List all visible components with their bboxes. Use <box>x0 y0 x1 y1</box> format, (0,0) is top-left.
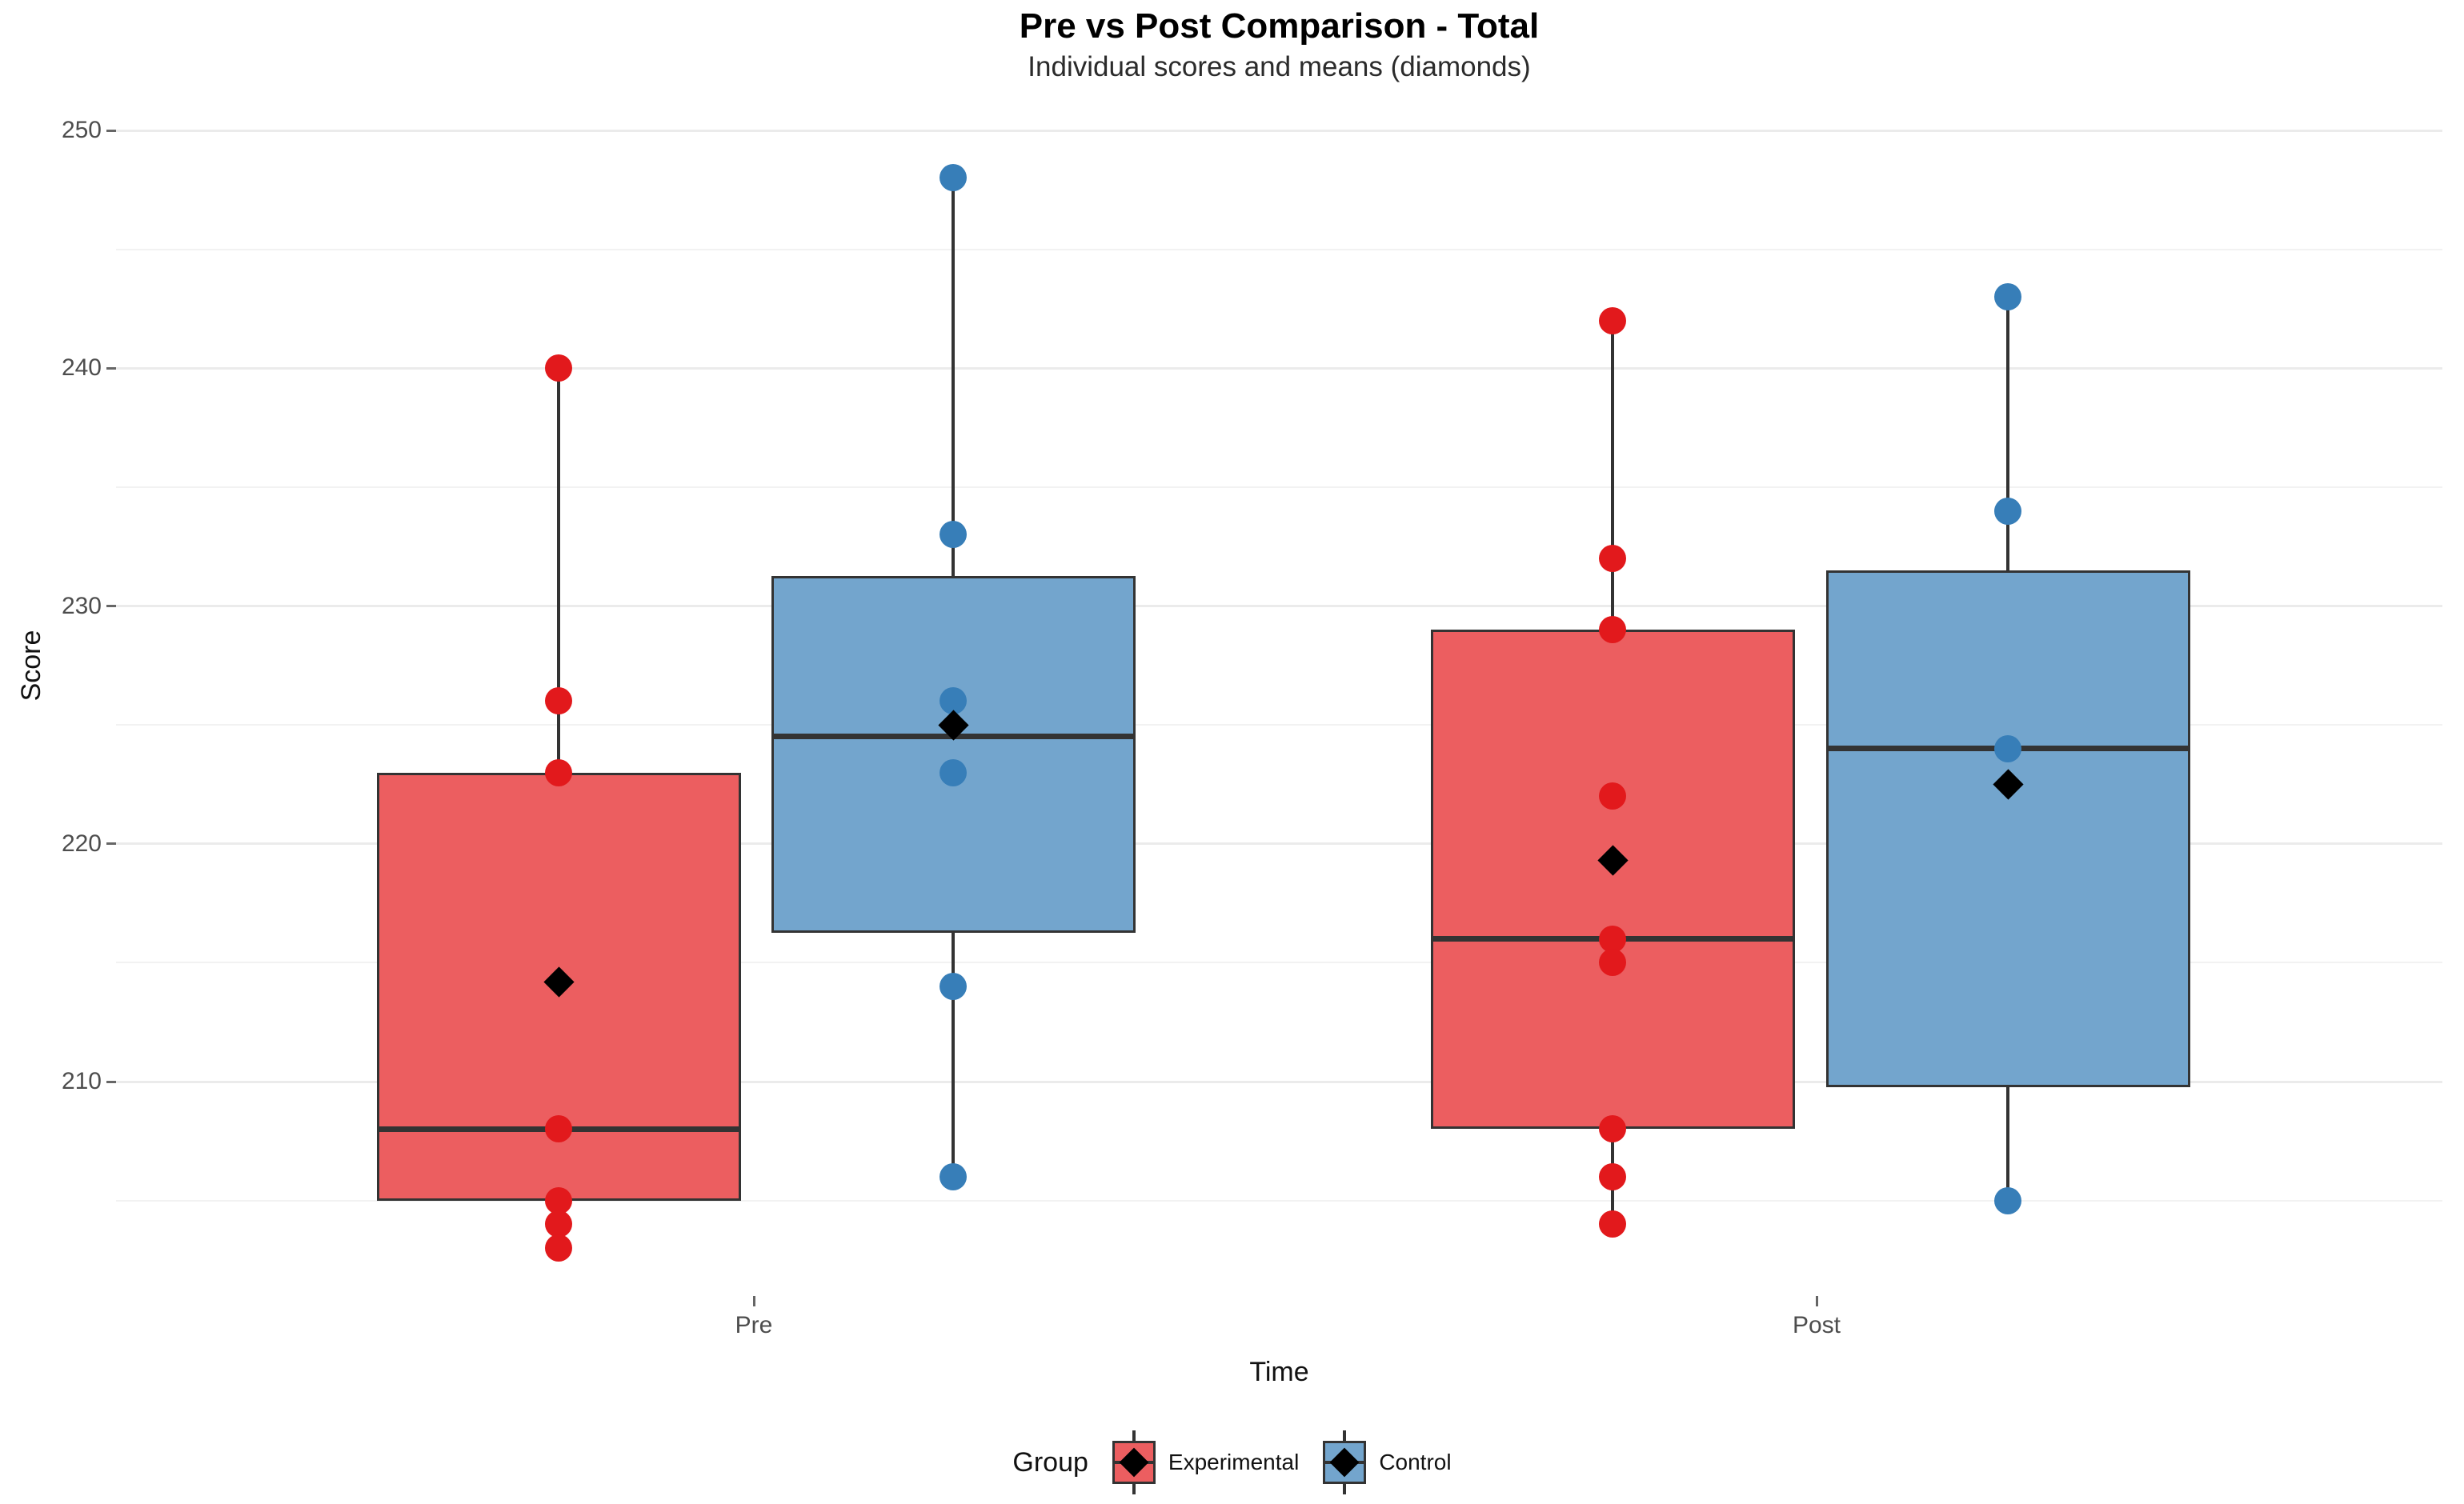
gridline-major-220 <box>116 842 2442 846</box>
y-tick-mark-250 <box>106 129 116 132</box>
point-post-experimental-3 <box>1599 782 1626 810</box>
legend-key-experimental <box>1112 1430 1156 1494</box>
gridline-minor-235 <box>116 486 2442 488</box>
gridline-minor-245 <box>116 248 2442 250</box>
x-tick-label-post: Post <box>1792 1312 1841 1338</box>
x-tick-label-pre: Pre <box>735 1312 773 1338</box>
box-post-experimental <box>1430 630 1795 1130</box>
point-post-experimental-8 <box>1599 1210 1626 1238</box>
y-tick-mark-230 <box>106 605 116 607</box>
gridline-major-250 <box>116 129 2442 132</box>
plot-panel <box>116 119 2442 1296</box>
point-post-experimental-0 <box>1599 306 1626 334</box>
x-axis-title: Time <box>1249 1357 1309 1387</box>
whisker-upper-post-experimental <box>1611 320 1614 630</box>
x-tick-mark-pre <box>752 1296 755 1306</box>
point-pre-experimental-1 <box>545 687 572 715</box>
point-pre-experimental-6 <box>545 1234 572 1262</box>
point-pre-control-0 <box>940 164 967 192</box>
y-tick-mark-240 <box>106 366 116 370</box>
whisker-upper-pre-control <box>952 178 955 577</box>
point-pre-control-4 <box>940 973 967 1001</box>
point-pre-experimental-0 <box>545 354 572 382</box>
point-pre-experimental-5 <box>545 1210 572 1238</box>
legend-label-control: Control <box>1379 1450 1452 1474</box>
point-post-experimental-1 <box>1599 545 1626 573</box>
gridline-minor-225 <box>116 724 2442 726</box>
y-axis-title: Score <box>16 630 46 702</box>
point-post-experimental-4 <box>1599 925 1626 953</box>
chart-title: Pre vs Post Comparison - Total <box>1019 6 1540 46</box>
whisker-upper-post-control <box>2006 297 2009 570</box>
x-tick-mark-post <box>1815 1296 1818 1306</box>
legend: Group Experimental Control <box>0 1429 2464 1496</box>
gridline-minor-205 <box>116 1199 2442 1202</box>
legend-key-control <box>1323 1430 1367 1494</box>
y-tick-label-220: 220 <box>61 830 102 857</box>
gridline-major-210 <box>116 1080 2442 1083</box>
chart-subtitle: Individual scores and means (diamonds) <box>1028 51 1531 82</box>
box-pre-control <box>771 576 1136 934</box>
point-pre-experimental-3 <box>545 1115 572 1143</box>
legend-entry-control: Control <box>1323 1430 1452 1494</box>
point-post-control-3 <box>1994 1186 2021 1214</box>
point-pre-control-1 <box>940 521 967 549</box>
y-tick-label-230: 230 <box>61 592 102 619</box>
point-post-control-1 <box>1994 497 2021 525</box>
point-post-experimental-5 <box>1599 949 1626 977</box>
gridline-major-240 <box>116 366 2442 370</box>
y-tick-label-240: 240 <box>61 354 102 382</box>
point-pre-control-5 <box>940 1162 967 1190</box>
y-tick-mark-210 <box>106 1080 116 1083</box>
gridline-minor-215 <box>116 962 2442 964</box>
y-tick-label-210: 210 <box>61 1068 102 1094</box>
whisker-upper-pre-experimental <box>557 368 560 773</box>
point-post-control-0 <box>1994 283 2021 311</box>
legend-label-experimental: Experimental <box>1168 1450 1300 1474</box>
y-tick-mark-220 <box>106 842 116 846</box>
point-pre-experimental-2 <box>545 758 572 786</box>
point-post-experimental-6 <box>1599 1115 1626 1143</box>
point-post-experimental-2 <box>1599 616 1626 644</box>
whisker-lower-post-control <box>2006 1087 2009 1201</box>
box-post-control <box>1825 570 2190 1088</box>
point-pre-control-3 <box>940 758 967 786</box>
whisker-lower-pre-control <box>952 933 955 1177</box>
legend-title: Group <box>1012 1446 1088 1478</box>
y-tick-label-250: 250 <box>61 117 102 143</box>
gridline-major-230 <box>116 605 2442 607</box>
point-post-control-2 <box>1994 734 2021 762</box>
point-post-experimental-7 <box>1599 1162 1626 1190</box>
point-pre-experimental-4 <box>545 1186 572 1214</box>
legend-entry-experimental: Experimental <box>1112 1430 1299 1494</box>
